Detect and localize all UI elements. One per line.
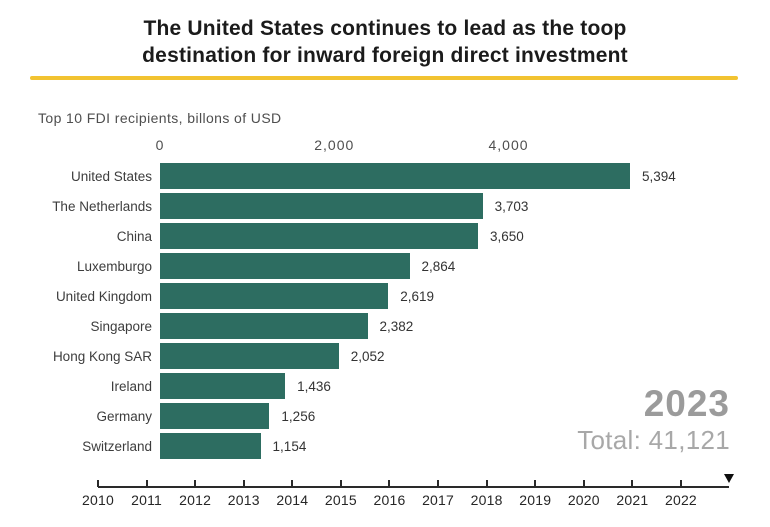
timeline-year-label: 2017 [422, 492, 455, 508]
timeline-tick [631, 480, 634, 487]
bar-switzerland [160, 433, 261, 459]
bar-germany [160, 403, 270, 429]
accent-rule [30, 76, 738, 80]
bar-united-states [160, 163, 630, 189]
timeline-year-label: 2015 [324, 492, 357, 508]
bar-category-label: Ireland [110, 379, 152, 394]
bar-value-label: 5,394 [641, 169, 676, 184]
timeline-year-label: 2020 [567, 492, 600, 508]
bar-category-label: Singapore [90, 319, 152, 334]
timeline-playhead-icon[interactable] [724, 474, 734, 483]
bar-value-label: 2,382 [379, 319, 414, 334]
bar-category-label: The Netherlands [52, 199, 152, 214]
total-label: Total: 41,121 [577, 425, 730, 455]
chart-title: The United States continues to lead as t… [0, 15, 770, 69]
bar-china [160, 223, 479, 249]
bar-luxemburgo [160, 253, 410, 279]
timeline-tick [437, 480, 440, 487]
bar-ireland [160, 373, 286, 399]
timeline-year-label: 2016 [373, 492, 406, 508]
bar-value-label: 2,052 [350, 349, 385, 364]
timeline-tick [679, 480, 682, 487]
bar-category-label: China [116, 229, 152, 244]
timeline-tick [194, 480, 197, 487]
timeline-tick [291, 480, 294, 487]
timeline-year-label: 2022 [664, 492, 697, 508]
timeline-tick [485, 480, 488, 487]
bar-value-label: 1,256 [281, 409, 316, 424]
timeline-year-label: 2012 [179, 492, 212, 508]
timeline-tick [388, 480, 391, 487]
current-year-label: 2023 [643, 383, 730, 424]
timeline-year-label: 2011 [131, 492, 163, 508]
timeline-tick [242, 480, 245, 487]
bar-category-label: Switzerland [82, 439, 152, 454]
bar-value-label: 2,864 [421, 259, 456, 274]
chart-title-line-1: The United States continues to lead as t… [143, 17, 627, 40]
timeline-tick [582, 480, 585, 487]
timeline-year-label: 2014 [276, 492, 309, 508]
timeline-tick [145, 480, 148, 487]
bar-value-label: 3,703 [494, 199, 529, 214]
timeline-tick [97, 480, 99, 487]
timeline-tick [534, 480, 537, 487]
bar-value-label: 3,650 [490, 229, 524, 244]
bar-hong-kong-sar [160, 343, 339, 369]
bar-category-label: Hong Kong SAR [52, 349, 152, 364]
timeline-year-label: 2019 [519, 492, 552, 508]
value-axis-tick-label: 2,000 [314, 137, 355, 153]
bar-value-label: 2,619 [400, 289, 434, 304]
timeline-year-label: 2013 [227, 492, 260, 508]
chart-title-line-2: destination for inward foreign direct in… [142, 44, 628, 67]
timeline-year-label: 2010 [82, 492, 114, 508]
bar-united-kingdom [160, 283, 389, 309]
bar-category-label: United States [70, 169, 152, 184]
bar-category-label: Germany [96, 409, 152, 424]
value-axis-tick-label: 0 [155, 137, 165, 153]
timeline-year-label: 2018 [470, 492, 503, 508]
chart-subtitle: Top 10 FDI recipients, billons of USD [38, 110, 282, 126]
bar-value-label: 1,436 [297, 379, 331, 394]
bar-category-label: Luxemburgo [76, 259, 152, 274]
bar-category-label: United Kingdom [55, 289, 152, 304]
bar-singapore [160, 313, 368, 339]
value-axis-tick-label: 4,000 [488, 137, 529, 153]
bar-the-netherlands [160, 193, 483, 219]
bar-value-label: 1,154 [272, 439, 307, 454]
timeline-tick [339, 480, 342, 487]
timeline-axis-line [98, 486, 729, 488]
timeline-year-label: 2021 [616, 492, 649, 508]
